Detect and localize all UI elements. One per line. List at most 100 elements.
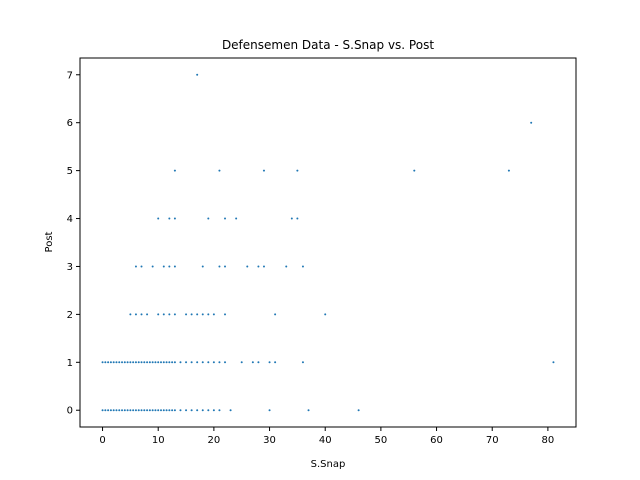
- data-point: [140, 313, 143, 316]
- data-point: [107, 361, 110, 364]
- y-axis-ticks: 0 1 2 3 4 5 6 7: [67, 70, 80, 417]
- data-point: [173, 313, 176, 316]
- data-point: [168, 217, 171, 220]
- data-point: [134, 265, 137, 268]
- x-tick-label: 20: [208, 435, 221, 446]
- data-point: [154, 361, 157, 364]
- data-point: [324, 313, 327, 316]
- data-point: [165, 361, 168, 364]
- data-point: [246, 265, 249, 268]
- data-point: [157, 409, 160, 412]
- y-tick-label: 0: [67, 406, 73, 417]
- data-point: [290, 217, 293, 220]
- data-point: [168, 313, 171, 316]
- data-point: [224, 361, 227, 364]
- data-point: [121, 361, 124, 364]
- data-point: [137, 361, 140, 364]
- x-axis-title: S.Snap: [311, 459, 346, 470]
- data-point: [148, 361, 151, 364]
- data-point: [207, 217, 210, 220]
- data-point: [154, 409, 157, 412]
- data-point: [262, 265, 265, 268]
- data-point: [143, 361, 146, 364]
- data-point: [115, 409, 118, 412]
- data-point: [201, 361, 204, 364]
- data-point: [104, 361, 107, 364]
- data-point: [218, 265, 221, 268]
- data-point: [104, 409, 107, 412]
- data-point: [162, 409, 165, 412]
- data-point: [179, 409, 182, 412]
- data-point: [157, 313, 160, 316]
- data-point: [101, 409, 104, 412]
- data-point: [171, 409, 174, 412]
- data-point: [112, 361, 115, 364]
- data-point: [165, 409, 168, 412]
- data-point: [132, 409, 135, 412]
- data-point: [196, 313, 199, 316]
- data-point: [121, 409, 124, 412]
- data-point: [196, 361, 199, 364]
- data-point: [218, 361, 221, 364]
- data-point: [126, 409, 129, 412]
- x-tick-label: 70: [486, 435, 499, 446]
- data-point: [146, 409, 149, 412]
- data-point: [530, 121, 533, 124]
- data-point: [413, 169, 416, 172]
- data-point: [207, 409, 210, 412]
- data-point: [129, 313, 132, 316]
- data-point: [301, 361, 304, 364]
- data-point: [168, 409, 171, 412]
- x-tick-label: 0: [99, 435, 105, 446]
- data-point: [146, 361, 149, 364]
- data-point: [162, 313, 165, 316]
- data-point: [109, 409, 112, 412]
- y-tick-label: 2: [67, 310, 73, 321]
- data-point: [224, 265, 227, 268]
- data-point: [196, 409, 199, 412]
- chart-title: Defensemen Data - S.Snap vs. Post: [222, 38, 434, 52]
- data-point: [101, 361, 104, 364]
- data-point: [235, 217, 238, 220]
- data-point: [190, 409, 193, 412]
- data-point: [107, 409, 110, 412]
- data-point: [212, 409, 215, 412]
- points-layer: [101, 73, 555, 412]
- data-point: [118, 361, 121, 364]
- data-point: [357, 409, 360, 412]
- data-point: [173, 169, 176, 172]
- data-point: [140, 265, 143, 268]
- data-point: [143, 409, 146, 412]
- x-tick-label: 60: [430, 435, 443, 446]
- data-point: [168, 265, 171, 268]
- data-point: [307, 409, 310, 412]
- data-point: [112, 409, 115, 412]
- data-point: [262, 169, 265, 172]
- y-tick-label: 7: [67, 70, 73, 81]
- data-point: [190, 313, 193, 316]
- data-point: [185, 409, 188, 412]
- data-point: [185, 313, 188, 316]
- data-point: [257, 265, 260, 268]
- y-axis-title: Post: [44, 231, 55, 252]
- data-point: [196, 73, 199, 76]
- data-point: [218, 169, 221, 172]
- data-point: [212, 361, 215, 364]
- data-point: [148, 409, 151, 412]
- data-point: [185, 361, 188, 364]
- data-point: [173, 361, 176, 364]
- data-point: [240, 361, 243, 364]
- data-point: [301, 265, 304, 268]
- data-point: [274, 313, 277, 316]
- y-tick-label: 3: [67, 262, 73, 273]
- data-point: [296, 169, 299, 172]
- data-point: [157, 361, 160, 364]
- data-point: [118, 409, 121, 412]
- data-point: [151, 361, 154, 364]
- data-point: [168, 361, 171, 364]
- data-point: [251, 361, 254, 364]
- data-point: [162, 361, 165, 364]
- y-tick-label: 5: [67, 166, 73, 177]
- data-point: [296, 217, 299, 220]
